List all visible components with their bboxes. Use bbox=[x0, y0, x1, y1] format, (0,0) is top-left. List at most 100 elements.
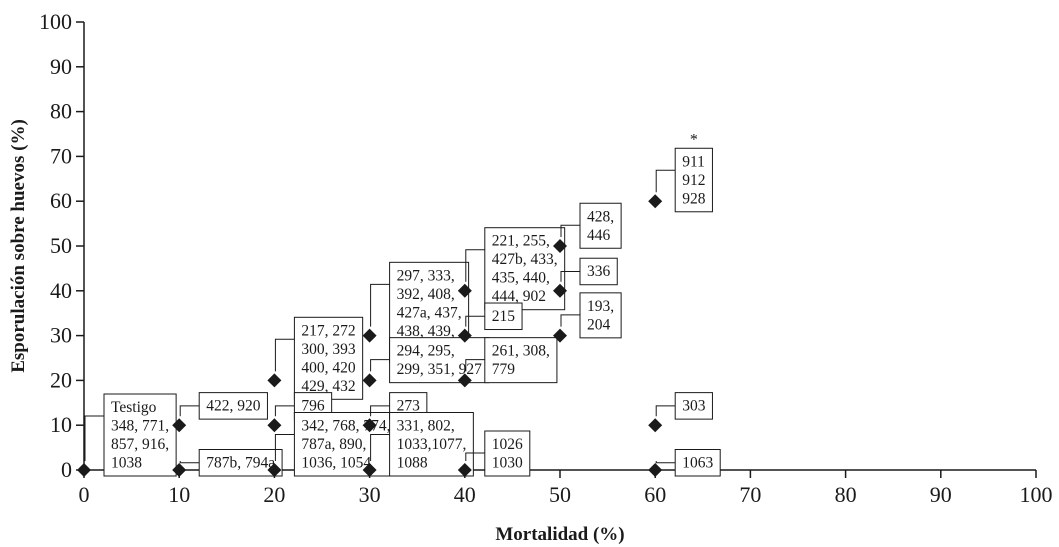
y-tick-label: 30 bbox=[50, 323, 72, 348]
annotation-label: 336 bbox=[587, 263, 611, 280]
annotation-line: 912 bbox=[682, 172, 705, 189]
annotation-line: 336 bbox=[587, 263, 611, 280]
annotation-line: Testigo bbox=[111, 399, 157, 416]
annotation-line: 294, 295, bbox=[397, 343, 455, 360]
annotation: 787b, 794a bbox=[180, 450, 282, 477]
annotation-line: 1030 bbox=[492, 455, 523, 472]
annotation-line: 299, 351, 927 bbox=[397, 361, 483, 378]
x-tick-label: 50 bbox=[549, 482, 571, 507]
annotation-line: 428, bbox=[587, 208, 614, 225]
annotation-line: 1063 bbox=[682, 455, 713, 472]
annotation-connector bbox=[656, 461, 675, 463]
annotation-line: 221, 255, bbox=[492, 233, 550, 250]
annotation-line: 204 bbox=[587, 316, 611, 333]
annotation-line: 435, 440, bbox=[492, 270, 550, 287]
annotation: 215 bbox=[466, 303, 522, 330]
annotation-connector bbox=[656, 170, 675, 192]
annotation-line: 787a, 890, bbox=[301, 436, 366, 453]
annotation-line: 422, 920 bbox=[206, 398, 261, 415]
annotation-line: 928 bbox=[682, 190, 706, 207]
annotation-connector bbox=[656, 406, 675, 416]
annotation: 303 bbox=[656, 393, 712, 420]
x-tick-label: 10 bbox=[168, 482, 190, 507]
annotation-line: 331, 802, bbox=[397, 418, 455, 435]
data-point bbox=[648, 194, 662, 208]
annotation-line: 911 bbox=[682, 153, 705, 170]
x-tick-label: 20 bbox=[263, 482, 285, 507]
annotation-line: 297, 333, bbox=[397, 267, 455, 284]
y-tick-label: 70 bbox=[50, 143, 72, 168]
annotation-line: 300, 393 bbox=[301, 341, 356, 358]
data-point bbox=[77, 463, 91, 477]
y-axis-title: Esporulación sobre huevos (%) bbox=[8, 119, 29, 373]
annotation-label: 911 912 928 bbox=[682, 153, 706, 207]
annotation-line: 342, 768, 774, bbox=[301, 418, 390, 435]
annotation-connector bbox=[85, 416, 104, 461]
annotation: 911 912 928 * bbox=[656, 131, 712, 212]
annotation-connector bbox=[180, 406, 199, 416]
annotation-label: 787b, 794a bbox=[206, 455, 275, 472]
annotation-connector bbox=[561, 315, 580, 327]
annotation-label: 193, 204 bbox=[587, 298, 614, 334]
annotation: Testigo 348, 771, 857, 916, 1038 bbox=[85, 394, 176, 476]
y-tick-label: 90 bbox=[50, 54, 72, 79]
x-tick-label: 60 bbox=[644, 482, 666, 507]
annotation-line: 348, 771, bbox=[111, 418, 169, 435]
data-point bbox=[267, 418, 281, 432]
data-point bbox=[363, 329, 377, 343]
data-point bbox=[648, 418, 662, 432]
annotation-line: 427b, 433, bbox=[492, 251, 558, 268]
annotation: 1063 bbox=[656, 450, 720, 477]
significance-marker: * bbox=[690, 131, 698, 148]
y-tick-label: 100 bbox=[39, 9, 72, 34]
annotation-connector bbox=[275, 406, 294, 416]
data-point bbox=[363, 373, 377, 387]
annotation-line: 1026 bbox=[492, 436, 523, 453]
annotation-label: 303 bbox=[682, 398, 706, 415]
y-tick-label: 60 bbox=[50, 188, 72, 213]
annotation-label: 215 bbox=[492, 308, 516, 325]
annotation-line: 400, 420 bbox=[301, 359, 356, 376]
annotation-line: 215 bbox=[492, 308, 516, 325]
y-axis-ticks: 0102030405060708090100 bbox=[39, 9, 84, 482]
annotation-label: 1063 bbox=[682, 455, 713, 472]
x-tick-label: 40 bbox=[454, 482, 476, 507]
annotation-line: 261, 308, bbox=[492, 343, 550, 360]
annotation-line: 446 bbox=[587, 227, 611, 244]
x-tick-label: 70 bbox=[739, 482, 761, 507]
annotation: 217, 272 300, 393 400, 420 429, 432 bbox=[275, 317, 362, 399]
annotation-line: 1033,1077, bbox=[397, 436, 467, 453]
x-tick-label: 100 bbox=[1020, 482, 1053, 507]
x-tick-label: 30 bbox=[359, 482, 381, 507]
annotation: 336 bbox=[561, 258, 617, 285]
x-tick-label: 90 bbox=[930, 482, 952, 507]
y-tick-label: 50 bbox=[50, 233, 72, 258]
y-tick-label: 0 bbox=[61, 457, 72, 482]
annotation: 221, 255, 427b, 433, 435, 440, 444, 902 bbox=[466, 228, 565, 310]
annotation-line: 857, 916, bbox=[111, 436, 169, 453]
annotation-line: 427a, 437, bbox=[397, 304, 462, 321]
x-tick-label: 80 bbox=[835, 482, 857, 507]
annotation-label: 428, 446 bbox=[587, 208, 614, 244]
annotation-line: 1088 bbox=[397, 455, 428, 472]
annotation-line: 779 bbox=[492, 361, 516, 378]
x-tick-label: 0 bbox=[79, 482, 90, 507]
annotation-line: 193, bbox=[587, 298, 614, 315]
annotation-connector bbox=[371, 360, 390, 372]
data-point bbox=[648, 463, 662, 477]
y-tick-label: 80 bbox=[50, 99, 72, 124]
annotation-connector bbox=[275, 339, 294, 371]
annotation: 422, 920 bbox=[180, 393, 267, 420]
annotation-line: 1038 bbox=[111, 455, 142, 472]
annotation-label: 1026 1030 bbox=[492, 436, 523, 472]
data-point bbox=[267, 373, 281, 387]
annotation-label: 422, 920 bbox=[206, 398, 261, 415]
annotation-line: 1036, 1054 bbox=[301, 455, 371, 472]
x-axis-title: Mortalidad (%) bbox=[495, 524, 624, 545]
annotation-connector bbox=[180, 461, 199, 463]
annotation: 193, 204 bbox=[561, 293, 621, 338]
annotation-label: 217, 272 300, 393 400, 420 429, 432 bbox=[301, 322, 356, 395]
annotation: 342, 768, 774, 787a, 890, 1036, 1054 bbox=[275, 413, 397, 477]
annotation-connector bbox=[371, 284, 390, 326]
